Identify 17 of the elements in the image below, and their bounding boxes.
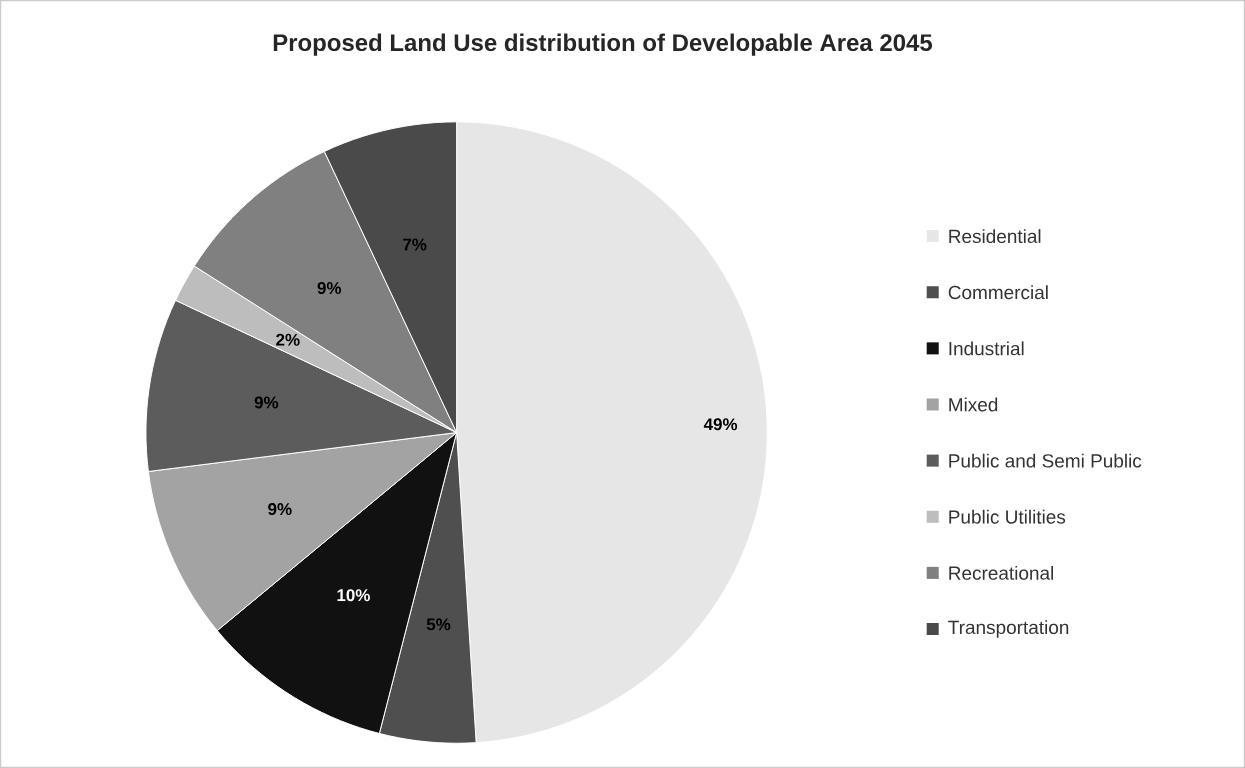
- legend-label: Transportation: [948, 620, 1069, 638]
- data-label: 9%: [317, 282, 342, 295]
- data-label: 10%: [337, 589, 370, 602]
- legend-label: Recreational: [949, 565, 1053, 580]
- data-label: 5%: [426, 618, 451, 631]
- legend-label: Residential: [949, 229, 1041, 244]
- data-label: 49%: [703, 418, 738, 431]
- legend-label: Public Utilities: [949, 509, 1066, 524]
- chart-title: Proposed Land Use distribution of Developable Area 2045: [273, 33, 933, 56]
- legend-label: Industrial: [949, 341, 1024, 356]
- legend-label: Public and Semi Public: [949, 453, 1142, 468]
- data-label: 9%: [254, 396, 279, 409]
- legend-label: Commercial: [948, 285, 1048, 300]
- data-label: 9%: [268, 503, 292, 516]
- data-label: 7%: [403, 238, 427, 251]
- data-label: 2%: [276, 333, 300, 346]
- legend-label: Mixed: [949, 397, 998, 412]
